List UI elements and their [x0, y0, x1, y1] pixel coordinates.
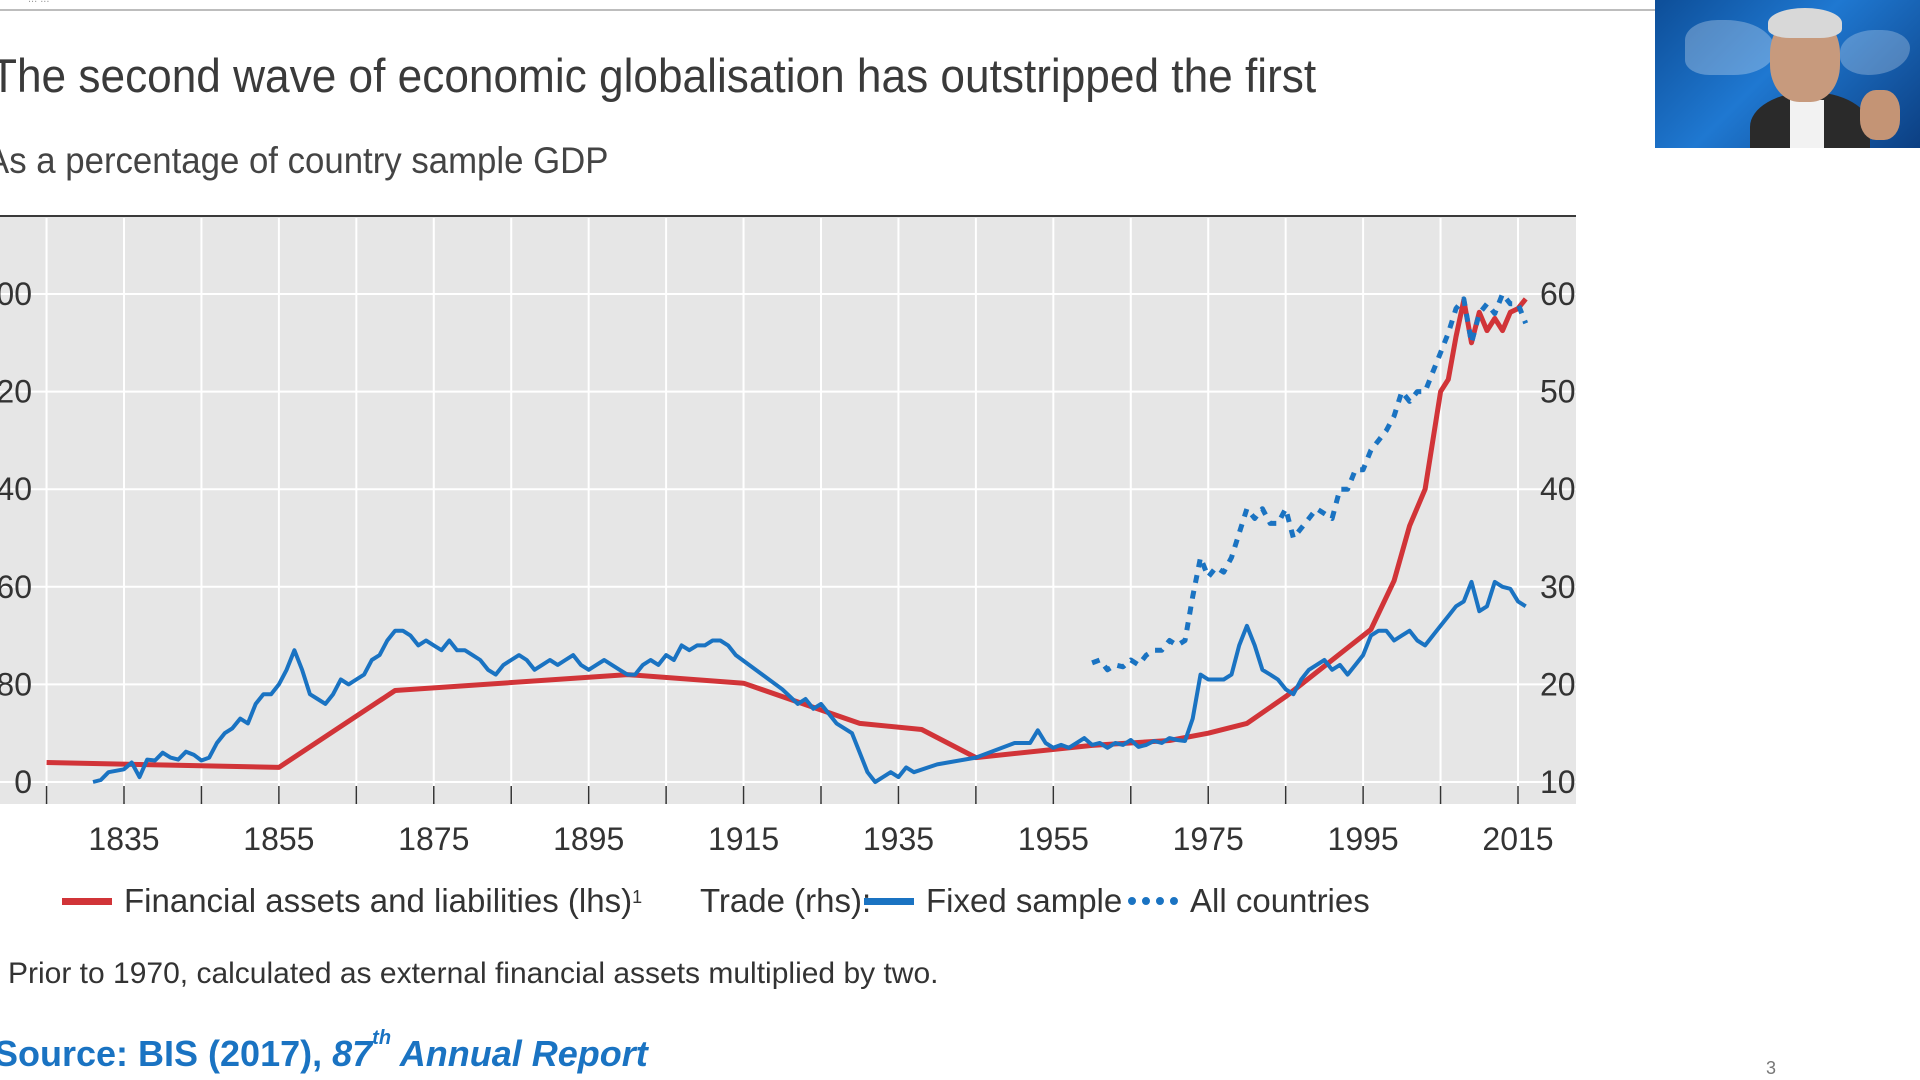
y-right-tick-label: 20 [1540, 666, 1576, 702]
x-tick-label: 2015 [1482, 821, 1553, 857]
y-left-tick-label: 240 [0, 471, 32, 507]
source-line: Source: BIS (2017), 87th Annual Report [0, 1027, 648, 1075]
source-report-name: Annual Report [391, 1033, 648, 1074]
source-report-number: 87 [332, 1033, 373, 1074]
legend-fixed-swatch [864, 897, 914, 905]
axis-layer: 1835 1855 1875 1895 1915 1935 1955 1975 1995 2015… [0, 276, 1576, 857]
x-tick-label: 1915 [708, 821, 779, 857]
x-tick-label: 1895 [553, 821, 624, 857]
grid-layer [0, 218, 1576, 802]
slide-title: The second wave of economic globalisatio… [0, 49, 1317, 102]
x-tick-label: 1955 [1018, 821, 1089, 857]
series-fixed-sample [92, 579, 1527, 784]
x-tick-label: 1855 [243, 821, 314, 857]
webcam-background-map [1685, 20, 1775, 75]
breadcrumb: ... ... [28, 0, 49, 5]
x-tick-label: 1975 [1173, 821, 1244, 857]
legend-financial-footnote-mark: 1 [632, 886, 643, 907]
legend-all-swatch [1128, 897, 1178, 905]
legend: Financial assets and liabilities (lhs) 1 … [62, 878, 1370, 924]
footnote: Prior to 1970, calculated as external fi… [8, 957, 939, 990]
y-right-tick-label: 60 [1540, 276, 1576, 312]
legend-financial-label: Financial assets and liabilities (lhs) [124, 882, 633, 919]
legend-trade-prefix: Trade (rhs): [700, 878, 871, 924]
series-layer [46, 291, 1529, 784]
y-right-tick-label: 30 [1540, 569, 1576, 605]
chart-subtitle: As a percentage of country sample GDP [0, 140, 609, 181]
webcam-video[interactable] [1655, 0, 1920, 148]
y-right-tick-label: 10 [1540, 764, 1576, 800]
series-financial-assets-and-liabilities-lhs [46, 297, 1528, 770]
legend-all: All countries [1128, 878, 1370, 924]
page-number: 3 [1766, 1058, 1777, 1078]
y-left-tick-label: 320 [0, 374, 32, 410]
x-tick-label: 1995 [1328, 821, 1399, 857]
legend-trade-label: Trade (rhs): [700, 882, 872, 919]
header-strip: ... ... [0, 0, 1655, 11]
webcam-background-map-2 [1840, 30, 1910, 75]
source-report: 87th Annual Report [332, 1027, 648, 1074]
y-right-tick-label: 40 [1540, 471, 1576, 507]
legend-fixed-label: Fixed sample [926, 882, 1123, 919]
source-prefix: Source: BIS (2017), [0, 1033, 333, 1074]
legend-fixed: Fixed sample [864, 878, 1122, 924]
legend-all-label: All countries [1190, 882, 1370, 919]
y-left-tick-label: 80 [0, 666, 32, 702]
legend-financial: Financial assets and liabilities (lhs) 1 [62, 878, 642, 924]
x-tick-label: 1875 [398, 821, 469, 857]
presenter-hand [1860, 90, 1900, 140]
y-left-tick-label: 400 [0, 276, 32, 312]
source-report-ordinal: th [372, 1027, 392, 1049]
legend-financial-swatch [62, 897, 112, 905]
y-right-tick-label: 50 [1540, 374, 1576, 410]
y-left-tick-label: 160 [0, 569, 32, 605]
x-tick-label: 1935 [863, 821, 934, 857]
y-left-tick-label: 0 [14, 764, 32, 800]
presenter-hair [1768, 8, 1842, 38]
plot-area [0, 216, 1576, 804]
x-tick-label: 1835 [88, 821, 159, 857]
presenter-shirt [1790, 100, 1824, 148]
series-all-countries [1091, 291, 1529, 673]
